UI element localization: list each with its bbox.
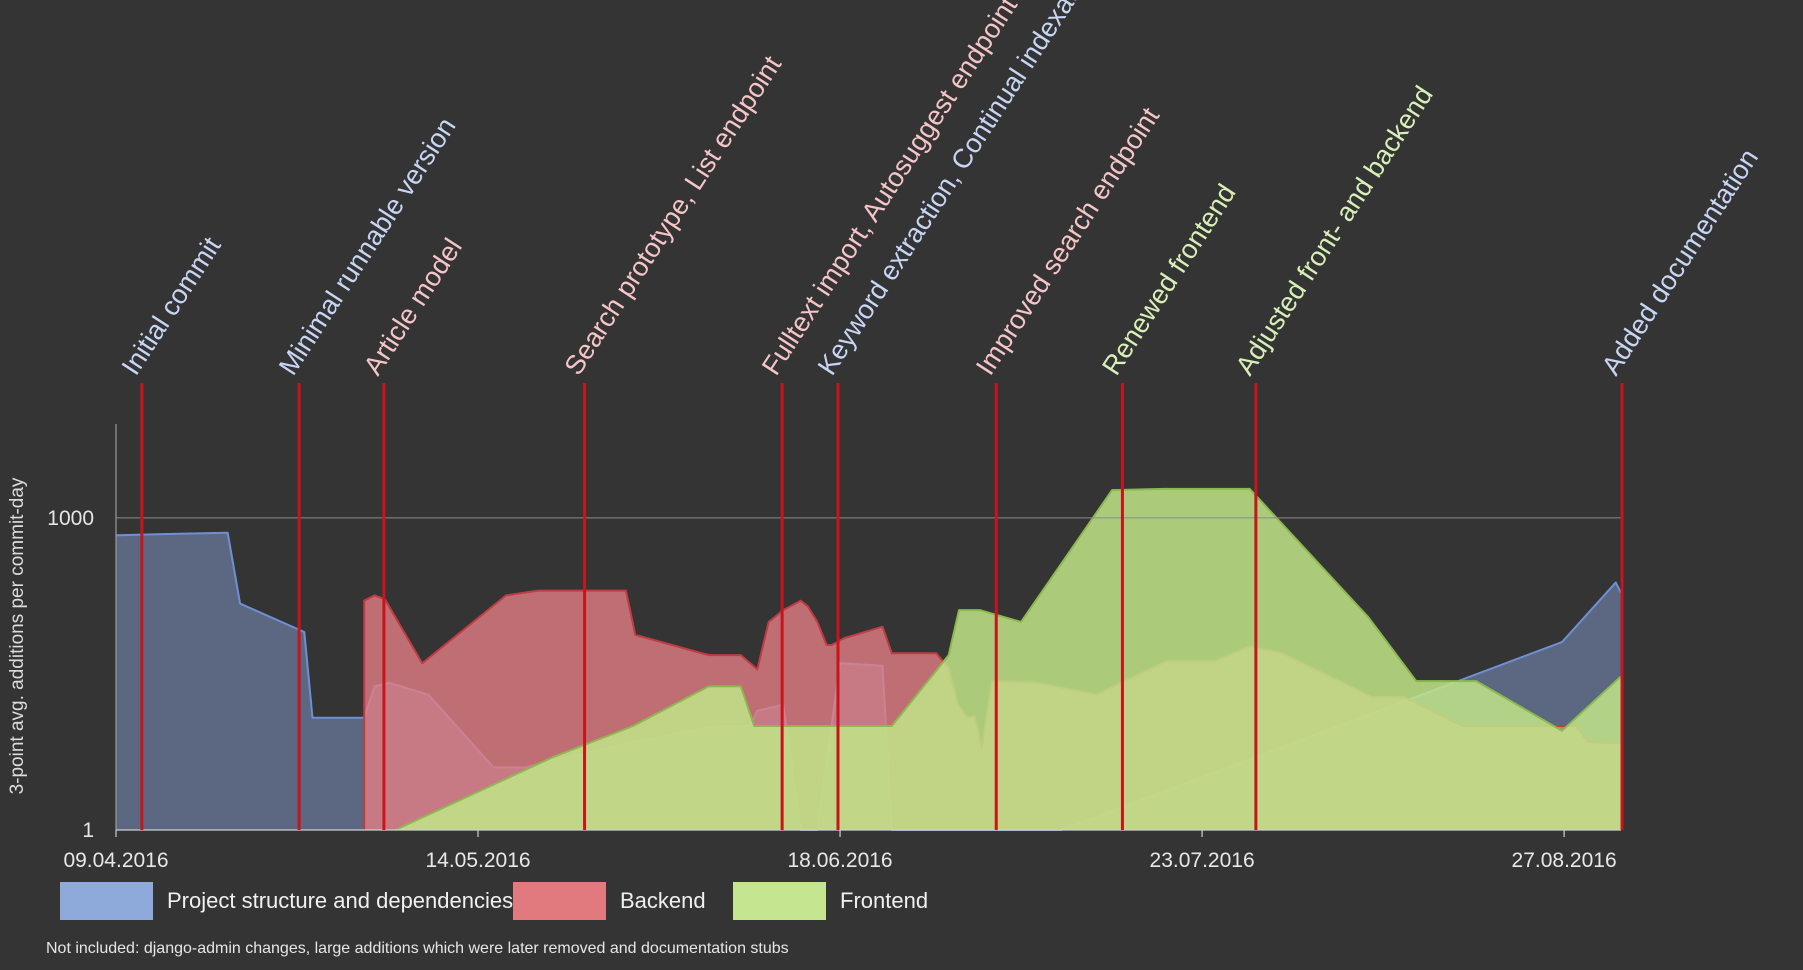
legend-swatch-backend (513, 882, 606, 920)
x-tick-label: 14.05.2016 (425, 849, 530, 872)
legend-label: Backend (620, 888, 706, 913)
legend-swatch-frontend (733, 882, 826, 920)
milestone-label: Fulltext import, Autosuggest endpoint (756, 0, 1023, 380)
milestone-label: Adjusted front- and backend (1230, 81, 1439, 381)
y-tick-label: 1000 (47, 507, 94, 530)
axes: 1 1000 09.04.2016 14.05.2016 18.06.2016 23.07… (47, 424, 1621, 872)
footnote: Not included: django-admin changes, larg… (46, 940, 789, 957)
x-tick-label: 23.07.2016 (1150, 849, 1255, 872)
y-axis-label: 3-point avg. additions per commit-day (7, 477, 28, 794)
legend-label: Frontend (840, 888, 928, 913)
milestone-label: Renewed frontend (1096, 179, 1241, 380)
milestone-label: Added documentation (1596, 144, 1764, 381)
line-frontend (394, 487, 1622, 831)
legend-swatch-project-structure-and-dependencies (60, 882, 153, 920)
series-areas (115, 487, 1622, 831)
milestone-label: Initial commit (116, 231, 227, 380)
x-tick-label: 09.04.2016 (63, 849, 168, 872)
milestone-label: Search prototype, List endpoint (558, 50, 787, 380)
area-frontend (395, 488, 1621, 830)
legend: Project structure and dependencies Backen… (60, 882, 928, 920)
x-tick-label: 27.08.2016 (1512, 849, 1617, 872)
legend-label: Project structure and dependencies (167, 888, 513, 913)
x-tick-label: 18.06.2016 (788, 849, 893, 872)
y-tick-label: 1 (82, 819, 94, 842)
